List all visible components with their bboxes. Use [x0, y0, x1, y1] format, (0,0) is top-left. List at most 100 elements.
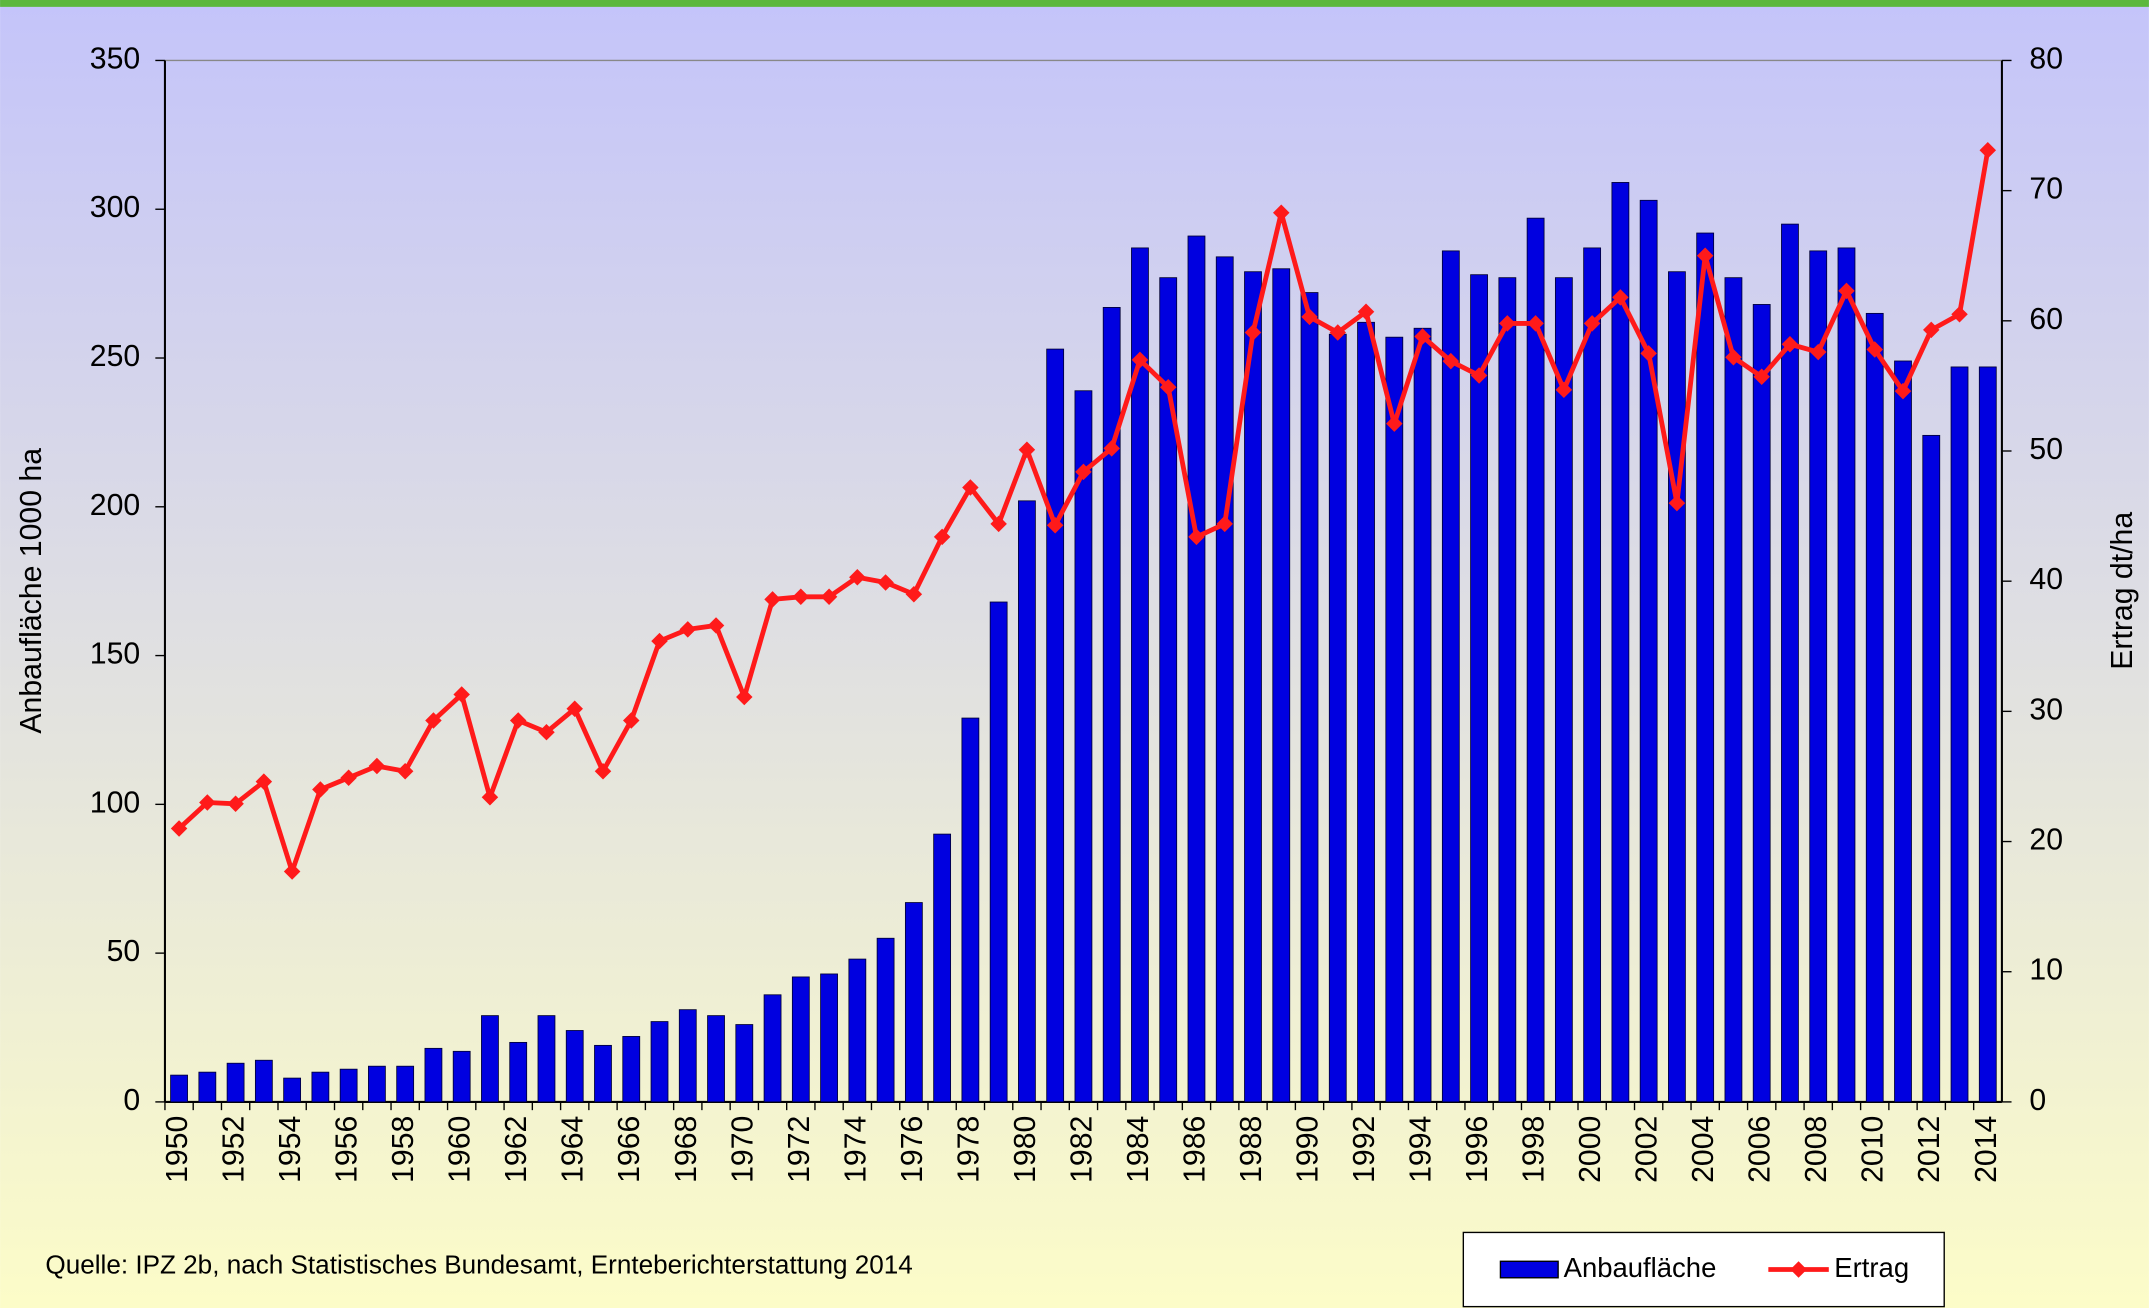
x-tick-label: 1982	[1065, 1116, 1098, 1183]
legend-label: Anbaufläche	[1564, 1252, 1717, 1283]
y-tick-label: 100	[90, 786, 140, 819]
x-tick-label: 2010	[1857, 1116, 1890, 1183]
bar	[1865, 312, 1884, 1103]
bar	[1724, 277, 1743, 1103]
line-marker	[1951, 306, 1968, 323]
bar	[1187, 235, 1206, 1103]
x-tick-label: 1972	[783, 1116, 816, 1183]
bar	[283, 1077, 302, 1103]
x-tick-label: 1976	[896, 1116, 929, 1183]
y-tick-label: 350	[90, 42, 140, 75]
bar	[1074, 390, 1093, 1103]
bar	[820, 973, 838, 1103]
y2-tick-label: 70	[2029, 173, 2063, 206]
bar	[1978, 366, 1997, 1103]
bar	[791, 976, 810, 1103]
y-tick-label: 300	[90, 191, 140, 224]
x-tick-label: 2014	[1970, 1116, 2003, 1183]
bar	[961, 717, 980, 1103]
x-tick-label: 1956	[331, 1116, 364, 1183]
line-marker	[1809, 343, 1827, 361]
bar	[452, 1050, 471, 1103]
bar	[1300, 292, 1319, 1103]
bar	[1385, 336, 1404, 1103]
line-marker	[905, 585, 923, 603]
y2-axis-title: Ertrag dt/ha	[2106, 512, 2139, 670]
bar	[707, 1015, 725, 1103]
legend-swatch	[1499, 1260, 1559, 1279]
x-tick-label: 1992	[1348, 1116, 1381, 1183]
x-tick-label: 1994	[1405, 1116, 1438, 1183]
x-tick-label: 1968	[670, 1116, 703, 1183]
x-tick-label: 1950	[161, 1116, 194, 1183]
line-marker	[877, 574, 894, 591]
bar	[1837, 247, 1856, 1103]
bar	[989, 601, 1008, 1103]
line-marker	[396, 763, 414, 780]
bar	[678, 1009, 697, 1103]
bar	[1809, 250, 1828, 1103]
legend-marker	[1790, 1261, 1807, 1278]
line-marker	[255, 773, 273, 790]
bar	[1696, 232, 1715, 1103]
y2-tick-label: 60	[2029, 303, 2063, 336]
bar	[1752, 304, 1771, 1103]
legend-label: Ertrag	[1834, 1252, 1909, 1283]
line-marker	[509, 712, 527, 729]
x-tick-label: 1970	[726, 1116, 759, 1183]
x-tick-label: 1974	[839, 1116, 872, 1183]
bar	[226, 1062, 245, 1103]
line-marker	[1696, 247, 1714, 264]
x-tick-label: 1996	[1461, 1116, 1494, 1183]
y2-tick-label: 10	[2029, 954, 2063, 987]
bar	[424, 1047, 443, 1103]
bar	[198, 1071, 217, 1103]
line-marker	[1894, 382, 1912, 400]
line-marker	[425, 712, 442, 729]
x-tick-label: 1964	[557, 1116, 590, 1183]
bar	[1894, 360, 1912, 1103]
bar	[339, 1068, 358, 1103]
bar	[1950, 366, 1969, 1103]
bar	[1781, 223, 1799, 1103]
line-marker	[1838, 282, 1855, 300]
x-tick-label: 2002	[1631, 1116, 1664, 1183]
bar	[170, 1074, 188, 1103]
y2-tick-label: 40	[2029, 563, 2063, 596]
line-marker	[1612, 289, 1629, 306]
y2-tick-label: 0	[2029, 1084, 2046, 1117]
x-tick-label: 2012	[1913, 1116, 1946, 1183]
bar	[481, 1015, 499, 1103]
y2-tick-label: 20	[2029, 824, 2063, 857]
line-marker	[1781, 336, 1799, 353]
y-tick-label: 200	[90, 489, 140, 522]
y-tick-label: 0	[123, 1084, 140, 1117]
bar	[1328, 333, 1347, 1103]
bar	[396, 1065, 415, 1103]
y-tick-label: 150	[90, 638, 140, 671]
bar	[1526, 217, 1545, 1103]
bar	[876, 937, 895, 1103]
line-marker	[1725, 349, 1742, 366]
line-marker	[1075, 463, 1092, 481]
line-marker	[1499, 315, 1516, 332]
bar	[933, 833, 952, 1103]
bar	[1441, 250, 1460, 1103]
x-tick-label: 1960	[444, 1116, 477, 1183]
line-marker	[368, 757, 386, 775]
x-tick-label: 1978	[952, 1116, 985, 1183]
bar	[763, 994, 782, 1103]
bar	[565, 1030, 584, 1103]
line-marker	[1583, 315, 1601, 332]
line-marker	[792, 588, 810, 606]
x-tick-label: 1984	[1122, 1116, 1155, 1183]
line-marker	[764, 591, 781, 608]
bar	[650, 1021, 669, 1103]
x-tick-label: 1990	[1292, 1116, 1325, 1183]
line-marker	[340, 769, 357, 786]
x-tick-label: 1988	[1235, 1116, 1268, 1183]
line-marker	[1527, 315, 1544, 332]
bar	[1018, 500, 1036, 1103]
bar	[1357, 321, 1375, 1103]
